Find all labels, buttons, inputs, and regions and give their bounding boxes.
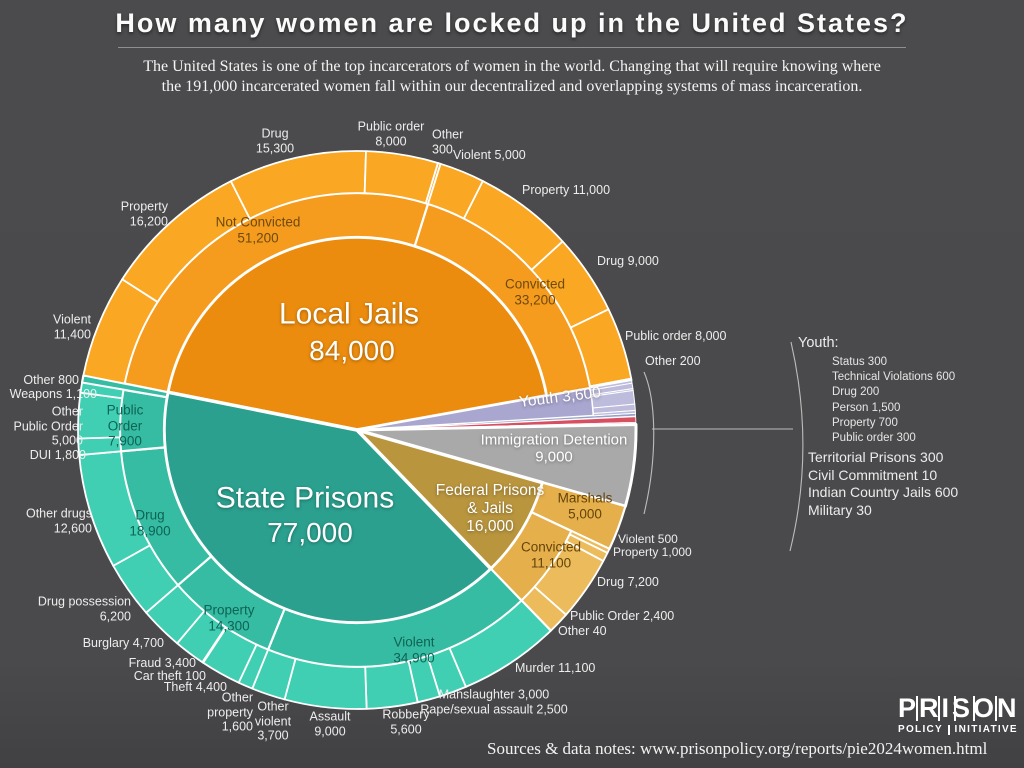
youth-sub-list: Status 300 Technical Violations 600 Drug… [832,355,958,446]
logo-line1: PRISON [898,693,1020,723]
list-item: Public order 300 [832,432,916,445]
list-item: Technical Violations 600 [832,371,956,384]
logo-line2-word2: INITIATIVE [954,724,1018,735]
list-item: Indian Country Jails 600 [808,484,959,501]
bracket-line [643,371,655,515]
youth-list-header: Youth: [798,335,839,351]
list-item: Person 1,500 [832,401,901,414]
logo-bar-icon [916,696,918,721]
list-item: Status 300 [832,356,887,368]
segment-weapons [79,381,125,400]
sources-note: Sources & data notes: www.prisonpolicy.o… [487,739,988,758]
logo-wordmark: PRISON [898,693,1018,723]
youth-breakdown-list: Youth: Status 300 Technical Violations 6… [798,334,958,519]
segment-public-order [592,410,636,417]
logo-bar-icon [938,696,940,721]
segment-public-order [118,388,168,453]
page-title: How many women are locked up in the Unit… [115,8,909,38]
other-systems-list: Territorial Prisons 300 Civil Commitment… [808,449,958,519]
logo-line2-word1: POLICY [898,724,944,735]
list-item: Property 700 [832,416,898,429]
logo-bar-icon [954,696,956,721]
logo-bar-icon [995,696,997,721]
list-item: Drug 200 [832,386,880,399]
segment-other [80,374,169,399]
segment-dui [77,436,122,456]
list-item: Military 30 [808,501,872,518]
logo-subline: POLICY INITIATIVE [898,724,1018,735]
prison-policy-initiative-logo: PRISON POLICY INITIATIVE [898,693,1018,735]
list-item: Territorial Prisons 300 [808,449,944,466]
segment-robbery [364,660,419,710]
segment-other-public-order [77,391,124,440]
logo-bar-icon [973,696,975,721]
segment-assault [283,657,368,710]
list-item: Civil Commitment 10 [808,466,938,483]
title-divider [118,47,906,48]
subtitle: The United States is one of the top inca… [143,58,881,95]
bracket-line [789,341,804,552]
logo-bar-icon [948,724,950,735]
bracket [643,341,804,552]
pie-segments [77,150,638,710]
